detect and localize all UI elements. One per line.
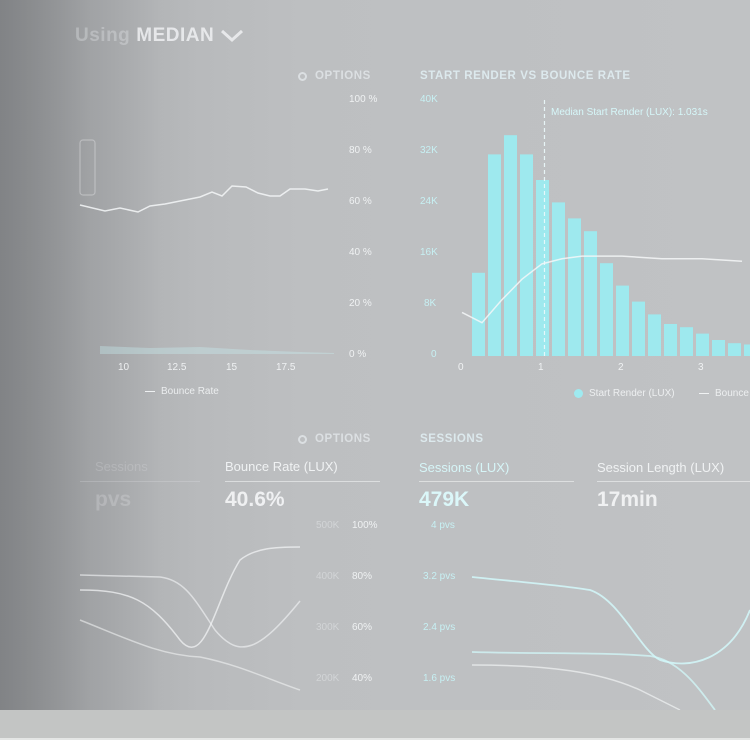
sessions-label: Sessions (LUX) — [419, 460, 510, 475]
start-render-bar — [664, 324, 677, 356]
bl-y-tick-k: 400K — [316, 571, 340, 582]
start-render-bar — [584, 231, 597, 356]
br-series-line — [471, 664, 681, 711]
render-y-tick: 16K — [420, 247, 438, 258]
start-render-bar — [696, 333, 709, 356]
bottom-divider — [0, 738, 750, 740]
br-y-tick: 1.6 pvs — [423, 673, 456, 684]
line-legend-icon — [699, 392, 709, 395]
start-render-bar — [504, 135, 517, 356]
start-render-bar — [600, 263, 613, 356]
render-y-tick: 32K — [420, 145, 438, 156]
left-bounce-line — [79, 185, 329, 213]
render-x-tick: 3 — [698, 362, 704, 373]
bl-y-tick-pct: 40% — [352, 673, 373, 684]
metric-divider — [80, 481, 200, 482]
bounce-rate-label: Bounce Rate (LUX) — [225, 459, 338, 474]
left-y-tick: 20 % — [349, 298, 372, 309]
line-legend-icon — [145, 390, 155, 393]
left-y-tick: 60 % — [349, 196, 372, 207]
render-y-tick: 0 — [431, 349, 437, 360]
render-y-tick: 24K — [420, 196, 438, 207]
left-x-tick: 12.5 — [167, 362, 187, 373]
left-y-tick: 40 % — [349, 247, 372, 258]
aggregation-prefix: Using — [75, 25, 131, 46]
render-y-tick: 40K — [420, 94, 438, 105]
bl-y-tick-pct: 100% — [352, 520, 378, 531]
render-chart-title: START RENDER VS BOUNCE RATE — [420, 70, 631, 82]
metric-divider — [597, 481, 750, 482]
options-label: OPTIONS — [315, 433, 371, 445]
bl-series-line — [79, 619, 301, 691]
options-label: OPTIONS — [315, 70, 371, 82]
br-y-tick: 4 pvs — [431, 520, 455, 531]
left-bottom-area — [100, 346, 334, 354]
median-annotation: Median Start Render (LUX): 1.031s — [551, 107, 708, 118]
options-button-top[interactable]: OPTIONS — [298, 70, 371, 82]
bl-series-line — [79, 546, 301, 648]
session-length-label: Session Length (LUX) — [597, 460, 725, 475]
start-render-bar — [680, 327, 693, 356]
br-y-tick: 3.2 pvs — [423, 571, 456, 582]
start-render-bar — [552, 202, 565, 356]
bounce-rate-line — [461, 255, 743, 324]
gear-icon — [298, 71, 307, 81]
start-render-bar — [520, 154, 533, 356]
left-y-tick: 100 % — [349, 94, 378, 105]
chevron-down-icon — [221, 29, 244, 43]
options-button-bottom[interactable]: OPTIONS — [298, 433, 371, 445]
bottom-bar — [0, 710, 750, 740]
start-render-bar — [536, 180, 549, 356]
left-y-tick: 80 % — [349, 145, 372, 156]
left-x-tick: 15 — [226, 362, 238, 373]
metric-divider — [225, 481, 380, 482]
left-x-tick: 10 — [118, 362, 130, 373]
session-length-value: 17min — [597, 488, 658, 511]
sessions-value: 479K — [419, 488, 470, 511]
ghost-metric-label: Sessions — [95, 459, 148, 474]
start-render-bar — [632, 301, 645, 356]
dot-legend-icon — [574, 389, 583, 398]
br-series-line — [471, 576, 750, 665]
aggregation-title: MEDIAN — [136, 25, 215, 46]
start-render-bar — [568, 218, 581, 356]
start-render-bar — [648, 314, 661, 356]
left-legend-bounce: Bounce Rate — [145, 386, 219, 397]
ghost-metric-value: pvs — [95, 488, 132, 511]
left-chart-ghost-box — [79, 139, 96, 196]
render-legend-start-label: Start Render (LUX) — [589, 388, 675, 399]
bounce-rate-value: 40.6% — [225, 488, 285, 511]
start-render-bar — [472, 272, 485, 356]
aggregation-selector[interactable]: Using MEDIAN — [75, 25, 244, 47]
render-legend-bounce-label: Bounce — [715, 388, 749, 399]
start-render-bar — [712, 340, 725, 356]
gear-icon — [298, 434, 307, 444]
start-render-bar — [728, 343, 741, 356]
bl-y-tick-k: 200K — [316, 673, 340, 684]
left-legend-bounce-label: Bounce Rate — [161, 386, 219, 397]
render-x-tick: 0 — [458, 362, 464, 373]
start-render-bar — [744, 344, 750, 356]
bl-y-tick-k: 500K — [316, 520, 340, 531]
sessions-section-title: SESSIONS — [420, 433, 484, 445]
bl-series-line — [79, 574, 301, 648]
br-series-line — [471, 651, 716, 711]
render-x-tick: 1 — [538, 362, 544, 373]
left-y-tick: 0 % — [349, 349, 367, 360]
render-legend-bounce: Bounce — [699, 388, 749, 399]
br-y-tick: 2.4 pvs — [423, 622, 456, 633]
metric-divider — [419, 481, 574, 482]
start-render-bar — [616, 285, 629, 356]
render-y-tick: 8K — [424, 298, 437, 309]
bl-y-tick-pct: 80% — [352, 571, 373, 582]
left-x-tick: 17.5 — [276, 362, 296, 373]
render-x-tick: 2 — [618, 362, 624, 373]
bl-y-tick-pct: 60% — [352, 622, 373, 633]
bl-y-tick-k: 300K — [316, 622, 340, 633]
render-legend-start: Start Render (LUX) — [574, 388, 675, 399]
